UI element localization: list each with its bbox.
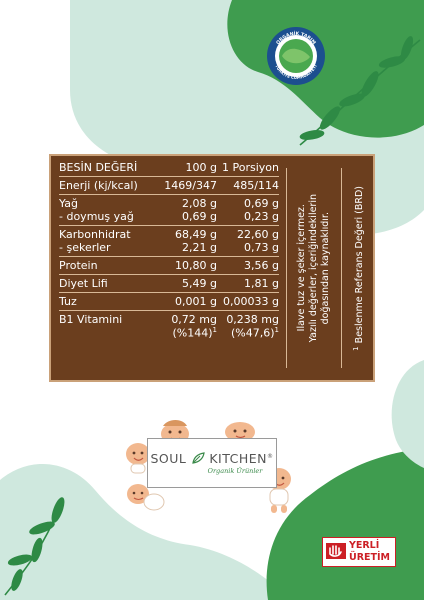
badge-line-1: YERLİ	[349, 540, 380, 551]
sugars-name: - şekerler	[59, 241, 111, 254]
header-name: BESİN DEĞERİ	[59, 161, 138, 174]
note-line-2: Yazılı değerler, içeriğindekilerin	[308, 193, 319, 343]
badge-line-2: ÜRETİM	[349, 552, 390, 563]
notes-column: İlave tuz ve şeker içermez. Yazılı değer…	[293, 168, 335, 368]
carbs-per100: 68,49 g	[175, 228, 217, 241]
divider-vertical	[341, 168, 342, 368]
b1-row: B1 Vitamini 0,72 mg (%144)1 0,238 mg (%4…	[59, 313, 279, 340]
divider	[59, 292, 279, 293]
energy-portion: 485/114	[233, 179, 279, 192]
footnote-text: 1 Beslenme Referans Değeri (BRD)	[350, 186, 366, 351]
saturated-portion: 0,23 g	[244, 210, 279, 223]
energy-per100: 1469/347	[164, 179, 217, 192]
b1-portion-sup: 1	[274, 326, 279, 334]
notes-text: İlave tuz ve şeker içermez. Yazılı değer…	[296, 194, 332, 342]
fiber-row: Diyet Lifi 5,49 g 1,81 g	[59, 277, 279, 290]
b1-per100: 0,72 mg	[171, 313, 217, 326]
fat-per100: 2,08 g	[182, 197, 217, 210]
salt-row: Tuz 0,001 g 0,00033 g	[59, 295, 279, 308]
protein-name: Protein	[59, 259, 98, 272]
green-blob-top	[227, 0, 424, 138]
b1-portion-cell: 0,238 mg (%47,6)1	[217, 313, 279, 340]
salt-name: Tuz	[59, 295, 77, 308]
divider	[59, 225, 279, 226]
nutrition-panel: BESİN DEĞERİ 100 g 1 Porsiyon Enerji (kj…	[49, 154, 375, 382]
b1-portion: 0,238 mg	[226, 313, 279, 326]
baby-left-icon	[126, 443, 150, 474]
leaf-branch-bottom-icon	[4, 497, 65, 596]
carbs-row: Karbonhidrat 68,49 g 22,60 g	[59, 228, 279, 241]
fiber-portion: 1,81 g	[244, 277, 279, 290]
baby-bottom-left-icon	[127, 484, 165, 511]
salt-portion: 0,00033 g	[223, 295, 279, 308]
b1-per100-cell: 0,72 mg (%144)1	[163, 313, 217, 340]
energy-name: Enerji (kj/kcal)	[59, 179, 138, 192]
protein-per100: 10,80 g	[175, 259, 217, 272]
fiber-name: Diyet Lifi	[59, 277, 108, 290]
brand-name: SOUL KITCHEN®	[150, 451, 273, 466]
salt-per100: 0,001 g	[175, 295, 217, 308]
sugars-portion: 0,73 g	[244, 241, 279, 254]
carbs-name: Karbonhidrat	[59, 228, 131, 241]
fiber-per100: 5,49 g	[182, 277, 217, 290]
fat-portion: 0,69 g	[244, 197, 279, 210]
divider	[59, 194, 279, 195]
b1-name: B1 Vitamini	[59, 313, 123, 326]
brand-name-left: SOUL	[150, 451, 187, 466]
yerli-uretim-badge: YERLİ ÜRETİM	[322, 537, 396, 567]
baby-top-right-icon	[225, 422, 255, 442]
sugars-row: - şekerler 2,21 g 0,73 g	[59, 241, 279, 254]
footnote-column: 1 Beslenme Referans Değeri (BRD)	[346, 168, 370, 368]
b1-portion-pct: (%47,6)	[231, 326, 275, 340]
carbs-portion: 22,60 g	[237, 228, 279, 241]
divider	[59, 256, 279, 257]
fat-row: Yağ 2,08 g 0,69 g	[59, 197, 279, 210]
brand-logo: SOUL KITCHEN® Organik Ürünler	[147, 438, 277, 488]
energy-row: Enerji (kj/kcal) 1469/347 485/114	[59, 179, 279, 192]
header-per100: 100 g	[185, 161, 217, 174]
brand-registered: ®	[267, 452, 274, 460]
footnote-sup: 1	[351, 345, 360, 351]
mint-blob-right	[391, 360, 424, 468]
nutrition-header-row: BESİN DEĞERİ 100 g 1 Porsiyon	[59, 161, 279, 174]
leaf-branch-top-icon	[299, 36, 421, 146]
divider	[59, 176, 279, 177]
hand-flag-icon	[326, 543, 346, 559]
note-line-3: doğasından kaynaklıdır.	[320, 211, 331, 325]
mint-blob-bottom	[0, 463, 290, 600]
fat-name: Yağ	[59, 197, 78, 210]
note-line-1: İlave tuz ve şeker içermez.	[296, 204, 307, 332]
footnote-label: Beslenme Referans Değeri (BRD)	[354, 185, 366, 343]
divider-vertical	[286, 168, 287, 368]
brand-name-right: KITCHEN	[209, 451, 268, 466]
divider	[59, 310, 279, 311]
divider	[59, 274, 279, 275]
brand-subtitle: Organik Ürünler	[207, 467, 263, 475]
yerli-uretim-text: YERLİ ÜRETİM	[349, 540, 390, 564]
header-portion: 1 Porsiyon	[222, 161, 279, 174]
saturated-name: - doymuş yağ	[59, 210, 134, 223]
protein-portion: 3,56 g	[244, 259, 279, 272]
sugars-per100: 2,21 g	[182, 241, 217, 254]
saturated-per100: 0,69 g	[182, 210, 217, 223]
b1-per100-sup: 1	[212, 326, 217, 334]
b1-per100-pct: (%144)	[172, 326, 213, 340]
nutrition-table: BESİN DEĞERİ 100 g 1 Porsiyon Enerji (kj…	[59, 161, 279, 340]
saturated-row: - doymuş yağ 0,69 g 0,23 g	[59, 210, 279, 223]
leaf-logo-icon	[192, 452, 205, 464]
organic-seal-icon: ORGANİK TARIM TÜRKİYE CUMHURİYETİ	[267, 27, 325, 85]
protein-row: Protein 10,80 g 3,56 g	[59, 259, 279, 272]
